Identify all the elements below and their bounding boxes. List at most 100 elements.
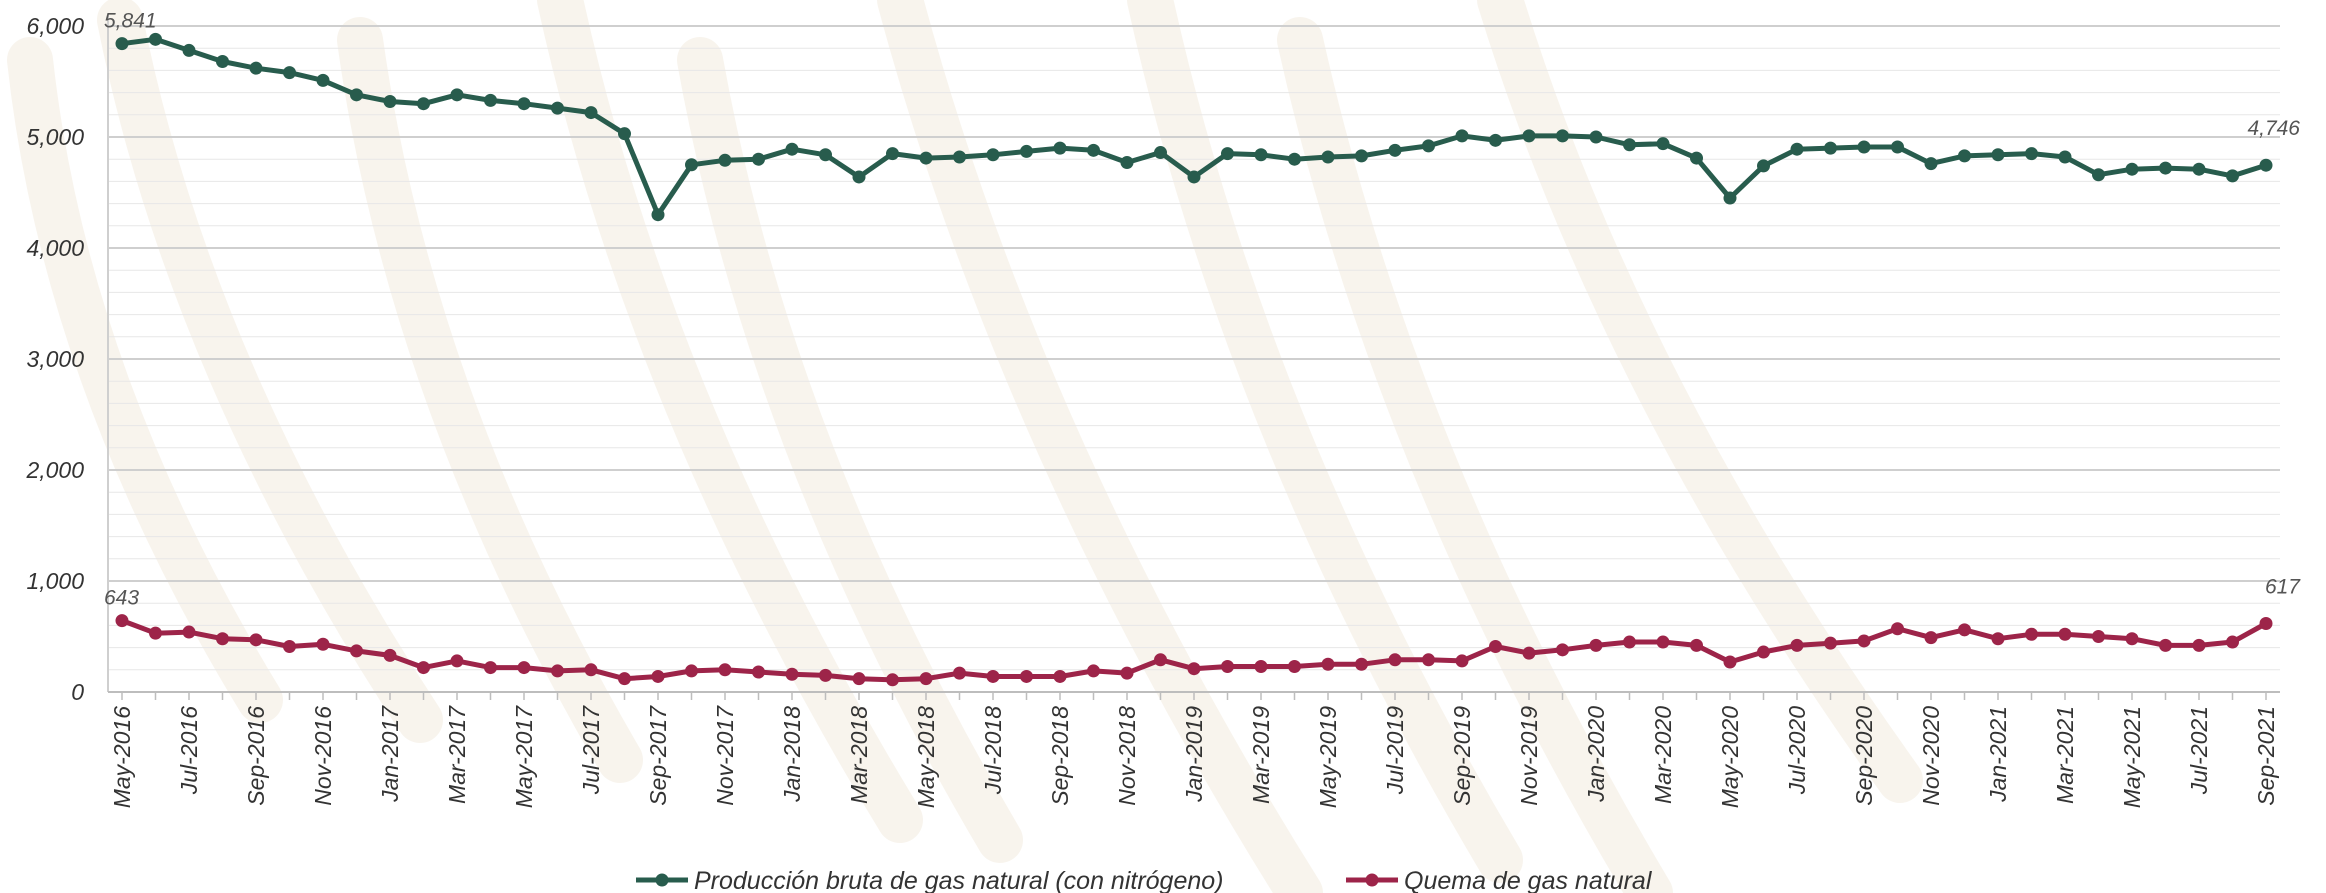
data-point [249, 61, 263, 75]
data-point [2226, 169, 2239, 183]
data-point [1455, 129, 1469, 143]
data-point [1656, 635, 1670, 649]
data-point [149, 32, 162, 46]
data-point [1991, 632, 2005, 646]
data-point [1589, 638, 1603, 652]
data-point [1790, 638, 1804, 652]
y-tick-label: 1,000 [26, 568, 84, 594]
data-point [2058, 627, 2072, 641]
data-point [1589, 130, 1603, 144]
data-point [584, 663, 598, 677]
watermark-stripe [7, 37, 283, 723]
data-point [1924, 157, 1938, 171]
x-tick-label: Nov-2018 [1114, 706, 1140, 806]
x-tick-label: May-2016 [109, 706, 135, 808]
x-tick-label: Sep-2016 [243, 706, 269, 806]
data-point [249, 633, 263, 647]
data-point [1087, 143, 1100, 157]
data-point [1087, 664, 1100, 678]
data-point [785, 667, 799, 681]
x-tick-label: Nov-2019 [1516, 706, 1542, 806]
data-point [450, 654, 464, 668]
data-point [2259, 617, 2273, 631]
data-point [1455, 654, 1469, 668]
legend-label: Producción bruta de gas natural (con nit… [694, 867, 1224, 893]
data-point [1991, 148, 2005, 162]
legend-swatch-marker [1365, 873, 1379, 887]
data-point [919, 151, 933, 165]
data-point [1053, 141, 1067, 155]
data-point [1958, 623, 1971, 637]
data-point [1020, 144, 1033, 158]
x-tick-label: Jan-2018 [779, 706, 805, 803]
data-point [1656, 137, 1670, 151]
data-point [1321, 657, 1335, 671]
legend: Producción bruta de gas natural (con nit… [636, 867, 1653, 893]
data-point [1254, 659, 1268, 673]
y-tick-label: 3,000 [26, 346, 84, 372]
x-tick-label: Mar-2017 [444, 705, 470, 804]
data-point [182, 43, 196, 57]
data-point [2125, 632, 2139, 646]
data-point [115, 37, 129, 51]
x-tick-label: Jul-2018 [980, 706, 1006, 795]
data-point [651, 669, 665, 683]
data-point [1187, 662, 1201, 676]
data-point [2159, 638, 2172, 652]
x-tick-label: May-2017 [511, 705, 537, 808]
data-point [1924, 631, 1938, 645]
data-point [852, 672, 866, 686]
data-point [1355, 149, 1368, 163]
watermark-stripe [1477, 0, 1923, 803]
x-tick-label: Jan-2019 [1181, 706, 1207, 803]
series-2 [115, 614, 2273, 687]
series-1 [115, 32, 2273, 222]
data-point [551, 664, 564, 678]
axes: 0 1,000 2,000 3,000 4,000 5,000 6,000 May-2016 J… [25, 13, 2280, 808]
x-tick-label: Mar-2018 [846, 706, 872, 804]
data-point [1120, 666, 1134, 680]
data-point [1857, 634, 1871, 648]
data-point [1623, 138, 1636, 152]
data-point [1221, 659, 1234, 673]
data-point [517, 661, 531, 675]
x-tick-label: Nov-2016 [310, 706, 336, 806]
data-point [517, 97, 531, 111]
data-point [1723, 655, 1737, 669]
data-point [551, 101, 564, 115]
data-point [718, 153, 732, 167]
y-tick-label: 5,000 [26, 124, 84, 150]
data-point [1857, 140, 1871, 154]
data-point [350, 644, 363, 658]
data-point [2092, 168, 2105, 182]
data-point [1288, 152, 1301, 166]
watermark-stripe [97, 0, 443, 743]
data-point [986, 669, 1000, 683]
data-point [316, 73, 330, 87]
x-tick-label: May-2020 [1717, 706, 1743, 808]
data-point [1891, 140, 1904, 154]
data-point [1388, 653, 1402, 667]
data-point [1623, 635, 1636, 649]
data-point [2058, 150, 2072, 164]
data-point [2226, 635, 2239, 649]
data-point [584, 106, 598, 120]
data-point [618, 127, 631, 141]
legend-item: Producción bruta de gas natural (con nit… [636, 867, 1224, 893]
data-point [752, 152, 765, 166]
data-point [1824, 636, 1837, 650]
data-point [216, 632, 229, 646]
data-point [316, 637, 330, 651]
data-point [886, 673, 899, 687]
data-point [115, 614, 129, 628]
data-point [886, 147, 899, 161]
data-point [953, 150, 966, 164]
data-point [1187, 170, 1201, 184]
data-point [1790, 142, 1804, 156]
data-point [1355, 657, 1368, 671]
x-tick-label: Jul-2019 [1382, 706, 1408, 795]
x-tick-label: May-2019 [1315, 706, 1341, 808]
data-point [953, 666, 966, 680]
x-tick-label: Jan-2021 [1985, 706, 2011, 803]
data-point [651, 208, 665, 222]
